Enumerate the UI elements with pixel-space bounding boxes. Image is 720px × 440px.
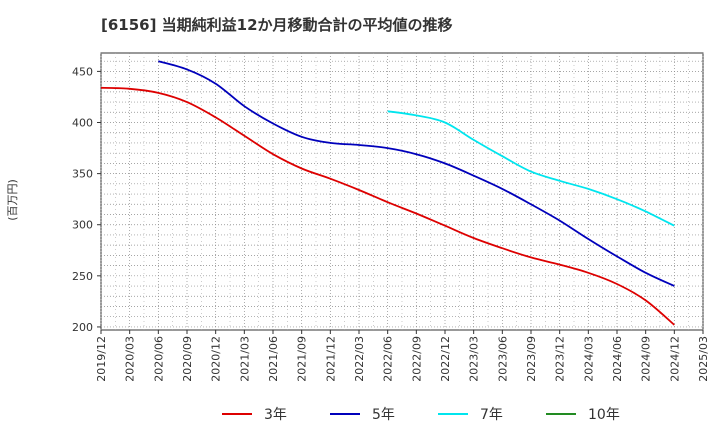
y-tick-label: 350 [72,168,93,181]
series-line-3年 [100,86,675,326]
gridlines [100,53,704,330]
x-tick-label: 2023/03 [468,336,481,382]
legend-label: 7年 [480,407,503,423]
x-tick-label: 2023/09 [525,336,538,382]
x-axis-ticks: 2019/12 2020/03 2020/06 2020/09 2020/12 2021/… [95,330,710,382]
x-tick-label: 2020/09 [181,336,194,382]
x-tick-label: 2022/06 [382,336,395,382]
x-tick-label: 2022/09 [410,336,423,382]
y-tick-label: 250 [72,270,93,283]
x-tick-label: 2023/12 [554,336,567,382]
x-tick-label: 2024/03 [582,336,595,382]
x-tick-label: 2020/12 [210,336,223,382]
y-tick-label: 200 [72,321,93,334]
y-tick-label: 300 [72,219,93,232]
x-tick-label: 2022/03 [353,336,366,382]
x-tick-label: 2021/06 [267,336,280,382]
x-tick-label: 2024/09 [640,336,653,382]
series-line-5年 [158,60,675,287]
y-axis-ticks: 200 250 300 350 400 450 [72,65,101,334]
x-tick-label: 2021/03 [238,336,251,382]
y-axis-label: (百万円) [6,179,19,221]
series-line-7年 [387,110,675,227]
y-tick-label: 400 [72,117,93,130]
x-tick-label: 2022/12 [439,336,452,382]
legend-label: 10年 [588,407,620,423]
y-tick-label: 450 [72,65,93,78]
plot-area [100,52,704,331]
x-tick-label: 2025/03 [697,336,710,382]
x-tick-label: 2021/09 [296,336,309,382]
series-lines [100,60,675,326]
chart-title: [6156] 当期純利益12か月移動合計の平均値の推移 [101,16,453,34]
x-tick-label: 2020/06 [152,336,165,382]
legend: 3年 5年 7年 10年 [222,407,620,423]
legend-label: 3年 [264,407,287,423]
plot-frame [100,52,704,331]
x-tick-label: 2024/06 [611,336,624,382]
x-tick-label: 2021/12 [324,336,337,382]
x-tick-label: 2024/12 [668,336,681,382]
x-tick-label: 2023/06 [496,336,509,382]
legend-label: 5年 [372,407,395,423]
x-tick-label: 2020/03 [124,336,137,382]
x-tick-label: 2019/12 [95,336,108,382]
